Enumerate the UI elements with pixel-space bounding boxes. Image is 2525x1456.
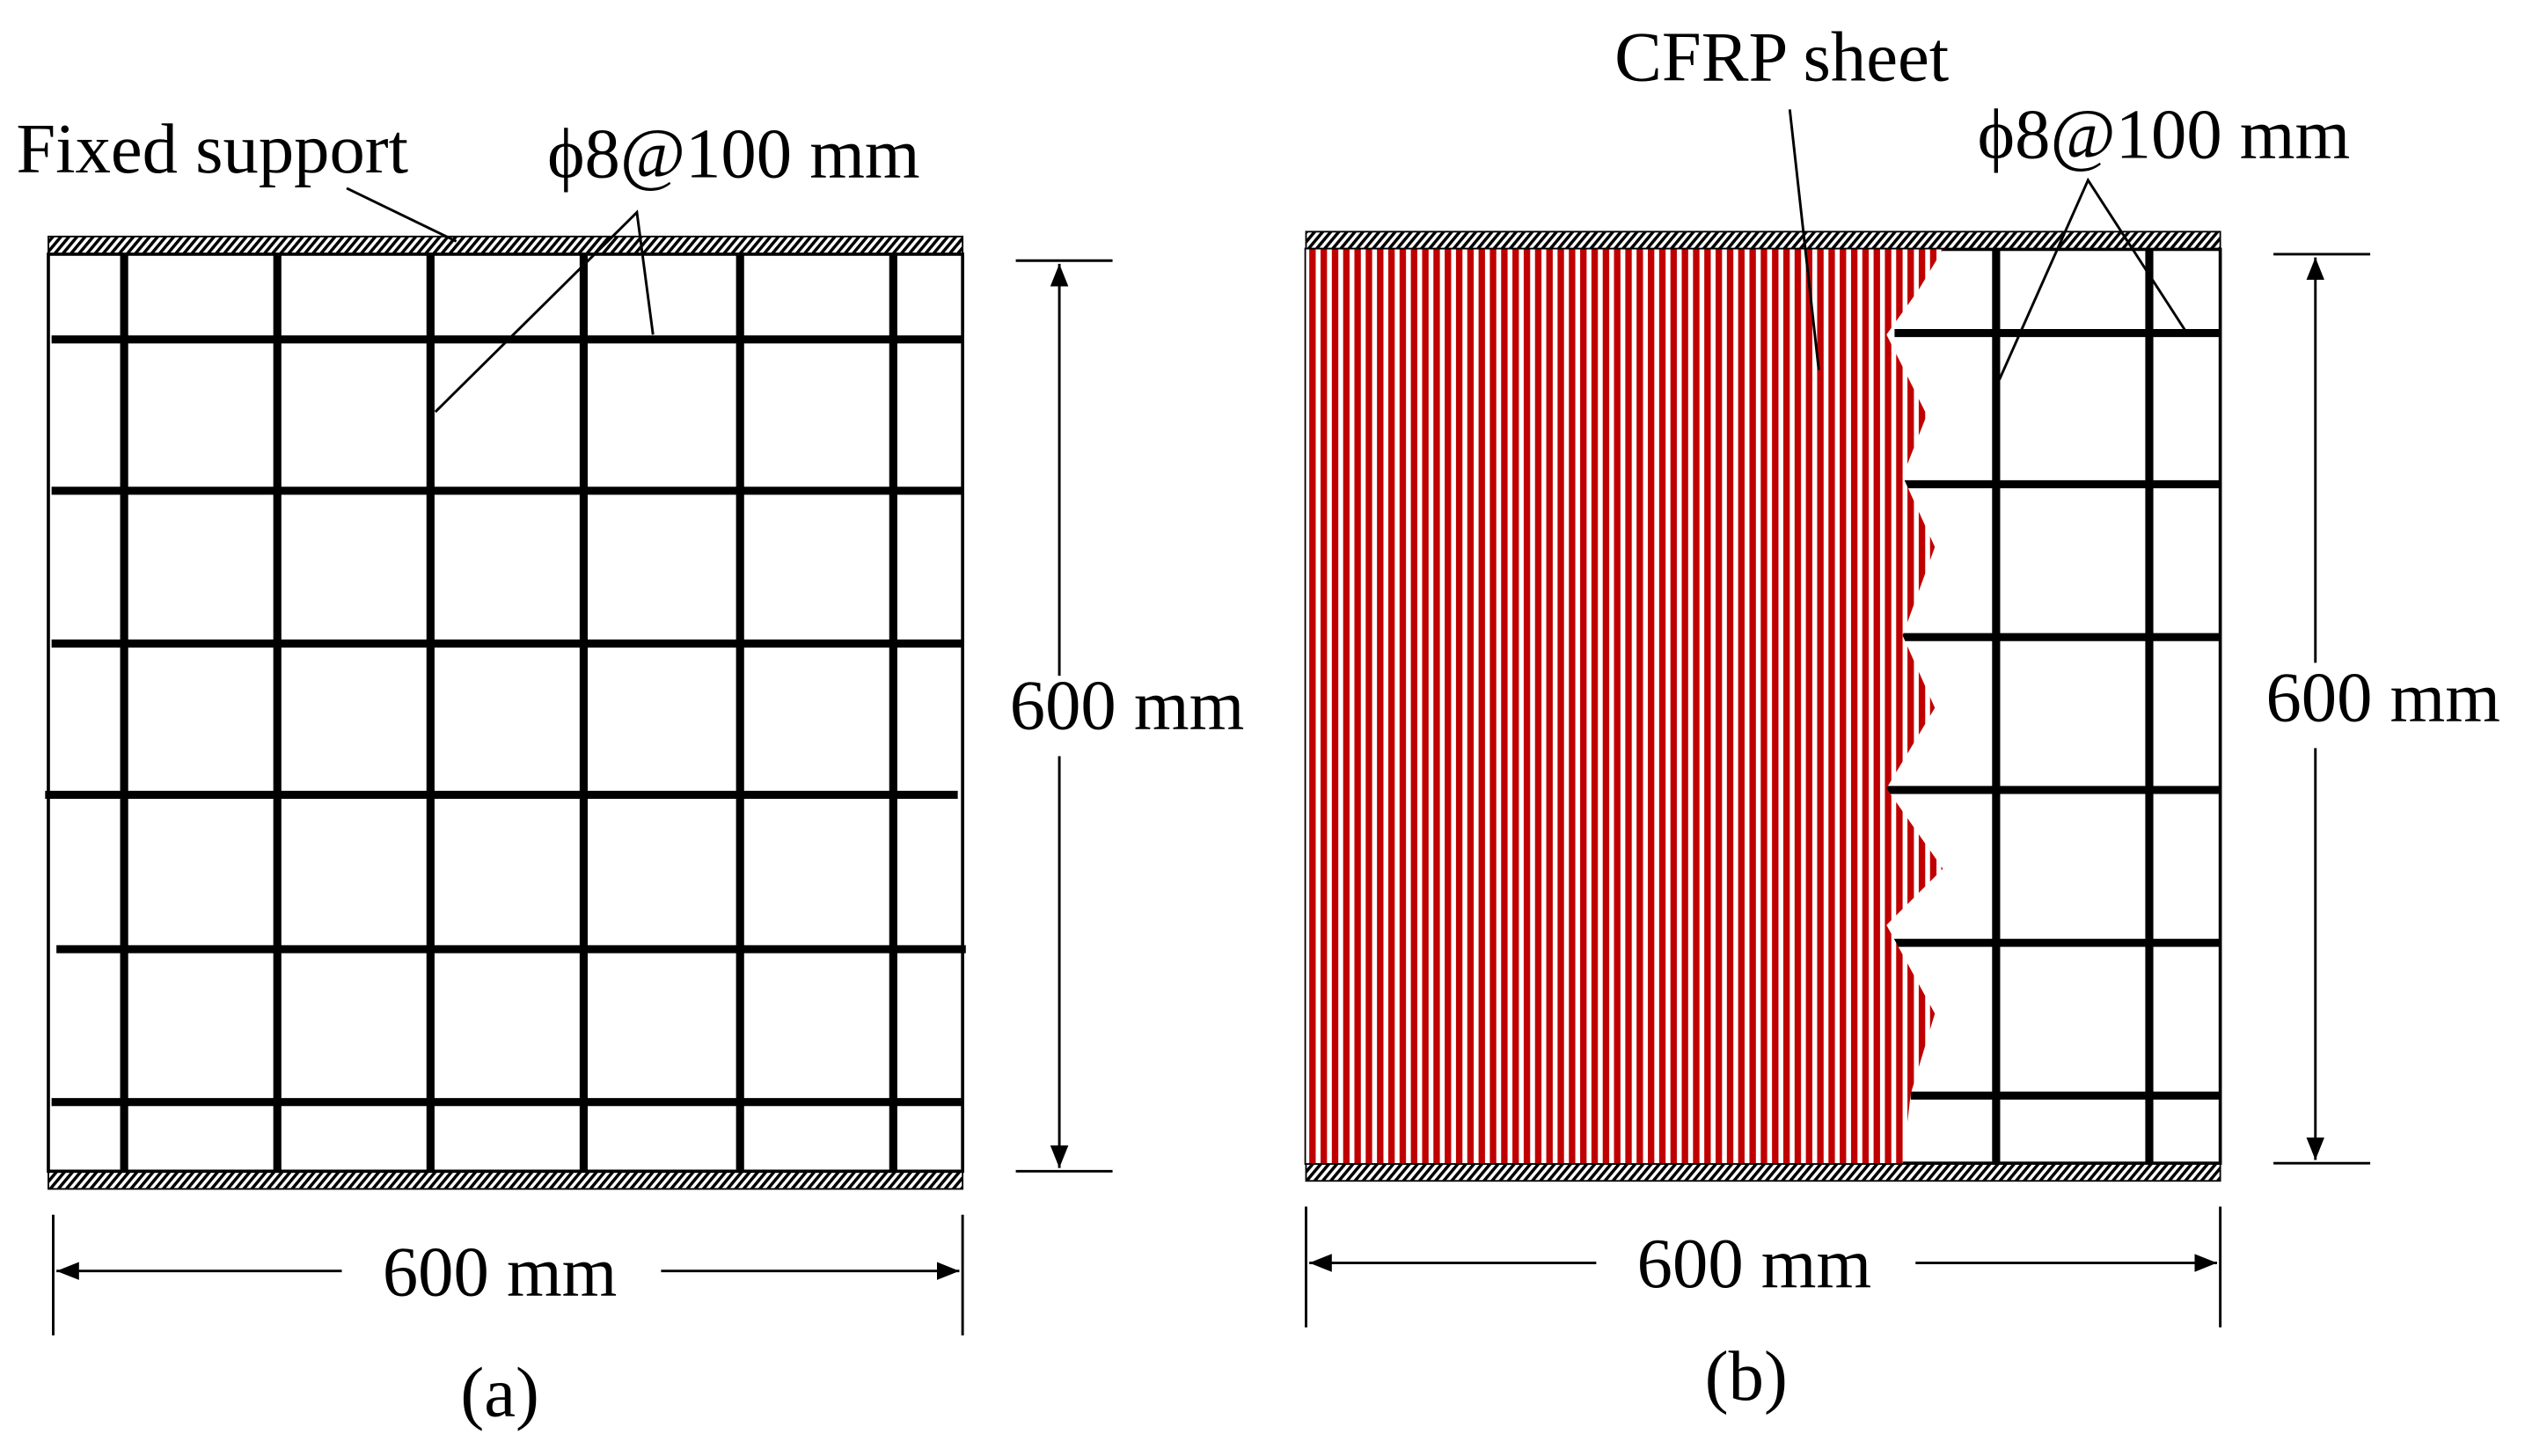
sheet-label: CFRP sheet: [1614, 18, 1949, 97]
panel-label: (a): [460, 1354, 539, 1432]
rebar-label: ϕ8@100 mm: [1978, 95, 2351, 173]
panel-a: Fixed support ϕ8@100 mm 600 mm 600 mm (a…: [16, 110, 1244, 1432]
width-label: 600 mm: [383, 1233, 618, 1311]
height-label: 600 mm: [2265, 659, 2500, 737]
dimension-ticks: [52, 1214, 964, 1335]
wall: [47, 252, 964, 1174]
support-top: [1305, 230, 2221, 251]
rebar-label: ϕ8@100 mm: [547, 114, 920, 193]
leader: [434, 209, 655, 413]
leader: [1788, 109, 1820, 370]
dimension-ticks: [1015, 259, 1113, 1173]
support-top: [48, 235, 964, 255]
support-bottom: [1305, 1162, 2221, 1182]
panel-label: (b): [1705, 1337, 1788, 1416]
support-bottom: [48, 1170, 964, 1190]
panel-b: CFRP sheet ϕ8@100 mm 600 mm 600 mm (b): [1304, 18, 2500, 1416]
dimension-ticks: [1305, 1206, 2222, 1328]
support-label: Fixed support: [16, 110, 408, 188]
cfrp-sheet: [1306, 249, 1943, 1164]
width-label: 600 mm: [1637, 1225, 1872, 1303]
rebar-grid: [45, 253, 966, 1172]
leader: [1998, 177, 2186, 381]
rebar-grid: [1886, 249, 2221, 1164]
dimension-ticks: [2273, 252, 2371, 1165]
height-label: 600 mm: [1010, 667, 1245, 745]
leader: [346, 187, 457, 243]
